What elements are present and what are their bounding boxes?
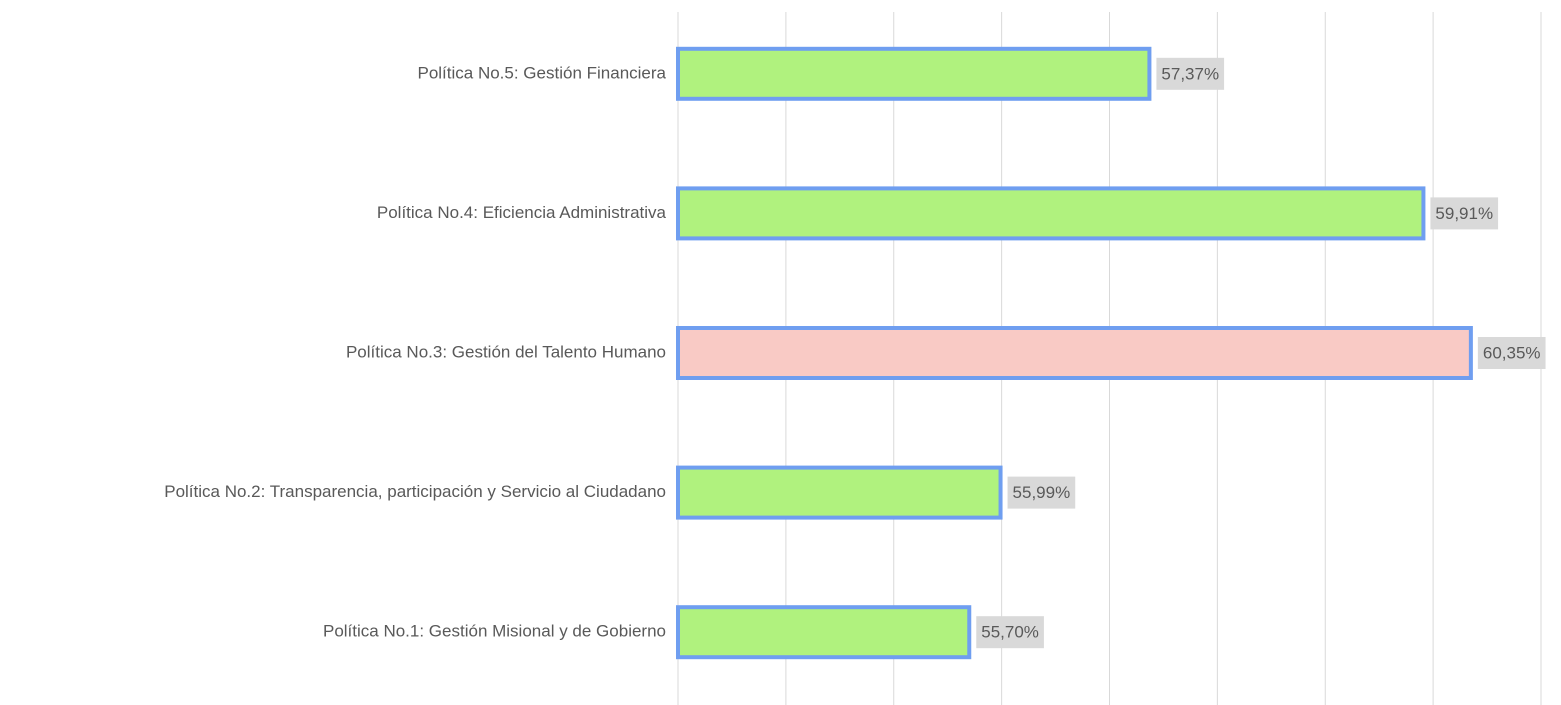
data-label-bg [1156, 57, 1225, 90]
data-label-bg [1430, 197, 1499, 230]
data-label-bg [1477, 337, 1546, 369]
bar [676, 46, 1152, 101]
data-label: 55,99% [1013, 483, 1071, 502]
y-tick-label: Política No.4: Eficiencia Administrativa [377, 203, 667, 222]
y-tick-label: Política No.3: Gestión del Talento Human… [346, 342, 666, 361]
data-label-bg [1007, 476, 1076, 509]
data-label: 59,91% [1435, 204, 1493, 223]
bar [676, 605, 972, 660]
y-tick-label: Política No.1: Gestión Misional y de Gob… [323, 622, 666, 641]
y-tick-label: Política No.5: Gestión Financiera [417, 63, 666, 82]
bar [676, 465, 1003, 520]
y-tick-label: Política No.2: Transparencia, participac… [164, 482, 666, 501]
data-label: 57,37% [1161, 64, 1219, 83]
data-label-bg [976, 616, 1044, 649]
data-label: 60,35% [1483, 343, 1541, 362]
data-label: 55,70% [981, 623, 1039, 642]
bar [676, 186, 1426, 241]
bar [676, 326, 1473, 380]
